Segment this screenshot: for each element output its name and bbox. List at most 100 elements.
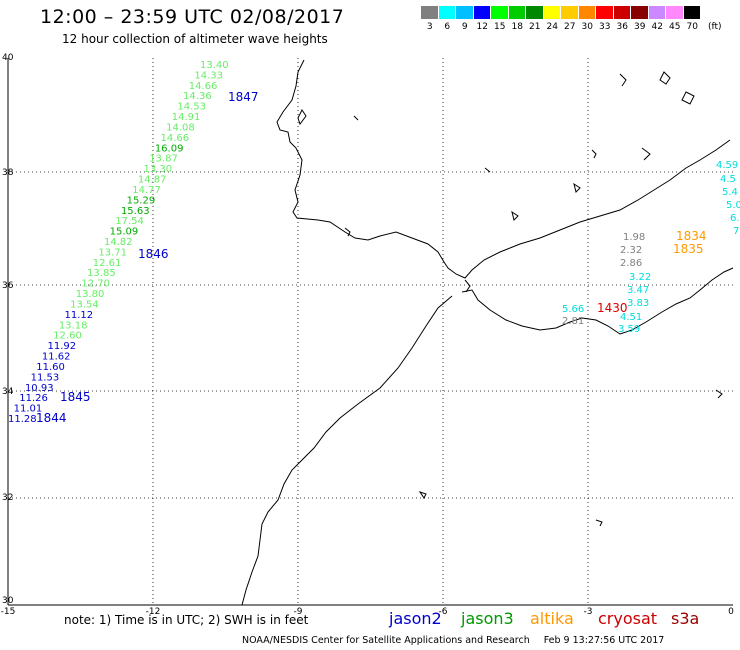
swh-value: 13.80 [76,289,105,300]
swh-value: 15.63 [121,206,150,217]
swh-value: 13.30 [144,164,173,175]
swh-value: 11.53 [31,372,60,383]
legend-label: 21 [529,22,541,32]
generation-timestamp: Feb 9 13:27:56 UTC 2017 [543,635,665,646]
legend-label: 24 [546,22,558,32]
swh-value: 11.01 [14,404,43,415]
swh-value: 15.09 [110,227,139,238]
legend-swatch [473,6,491,19]
legend-swatch [596,6,614,19]
legend-swatch [613,6,631,19]
swh-value: 3.83 [627,298,649,309]
legend-swatch [666,6,684,19]
swh-value: 14.77 [132,185,161,196]
swh-value: 12.70 [81,279,110,290]
legend-unit: (ft) [708,22,722,32]
legend-swatch [683,6,701,19]
lat-label: 32 [2,493,13,503]
swh-value: 11.28 [8,414,37,425]
swh-value: 15.29 [127,195,156,206]
swh-value: 13.71 [98,247,127,258]
legend-label: 6 [444,22,451,32]
swh-value: 14.91 [172,112,201,123]
swh-value: 14.53 [177,102,206,113]
legend-label: 3 [426,22,433,32]
credit-text: NOAA/NESDIS Center for Satellite Applica… [242,635,530,646]
legend-swatch [631,6,649,19]
swh-value: 4.5 [720,174,736,185]
legend-swatch [526,6,544,19]
swh-value: 13.40 [200,60,229,71]
lat-label: 36 [2,281,14,291]
lat-label: 30 [2,596,14,606]
legend-swatch [491,6,509,19]
legend-label: 42 [651,22,663,32]
legend-swatch [508,6,526,19]
longitude-labels: -15 -12 -9 -6 -3 0 [1,607,734,617]
coastline [241,59,734,606]
legend-swatch [421,6,439,19]
pass-time: 1844 [36,411,67,425]
page-title: 12:00 – 23:59 UTC 02/08/2017 [40,6,345,28]
legend-swatch [561,6,579,19]
legend-swatch [543,6,561,19]
lon-label: 0 [728,607,734,617]
legend-label: 15 [494,22,506,32]
legend-label: 39 [634,22,646,32]
legend-swatch [578,6,596,19]
color-legend [421,6,701,19]
latitude-labels: 40 38 36 34 32 30 [2,53,14,606]
graticule [8,58,733,605]
swh-value: 14.66 [160,133,189,144]
lat-label: 38 [2,168,14,178]
swh-value: 14.08 [166,122,195,133]
swh-value: 3.59 [618,324,640,335]
swh-value: 16.09 [155,143,184,154]
swh-value: 1.98 [623,232,645,243]
lat-label: 34 [2,387,14,397]
pass-time: 1835 [673,242,704,256]
pass-time: 1834 [676,229,707,243]
lon-label: -9 [294,607,303,617]
legend-swatch [456,6,474,19]
swh-value: 12.60 [53,331,82,342]
pass-time: 1845 [60,390,91,404]
lon-label: -15 [1,607,16,617]
swh-value: 4.51 [620,312,642,323]
satellite-name: altika [530,609,574,628]
swh-value: 6. [730,213,740,224]
swh-value: 14.33 [194,70,223,81]
satellite-name: cryosat [598,609,658,628]
lon-label: -3 [584,607,593,617]
legend-label: 45 [669,22,681,32]
page-subtitle: 12 hour collection of altimeter wave hei… [62,32,328,46]
legend-label: 30 [581,22,593,32]
swh-value: 14.82 [104,237,133,248]
legend-label: 70 [686,22,698,32]
swh-value: 5.4 [722,187,738,198]
map-frame [7,58,733,606]
legend-swatch [648,6,666,19]
swh-value: 11.60 [36,362,65,373]
swh-value: 10.93 [25,383,54,394]
legend-swatch [438,6,456,19]
swh-value: 4.59 [716,160,738,171]
pass-time: 1847 [228,90,259,104]
legend-label: 12 [476,22,488,32]
footer-note: note: 1) Time is in UTC; 2) SWH is in fe… [64,613,309,627]
swh-value: 13.18 [59,320,88,331]
swh-value: 2.81 [562,316,584,327]
swh-value: 12.61 [93,258,122,269]
swh-value: 11.12 [64,310,93,321]
lon-label: -12 [146,607,161,617]
swh-value: 17.54 [115,216,144,227]
legend-label: 9 [461,22,468,32]
swh-value: 11.26 [19,393,48,404]
swh-value: 5.0 [726,200,740,211]
swh-value: 11.92 [48,341,77,352]
legend-label: 36 [616,22,628,32]
swh-value: 14.87 [138,175,167,186]
swh-value: 14.66 [189,81,218,92]
swh-value: 11.62 [42,352,71,363]
